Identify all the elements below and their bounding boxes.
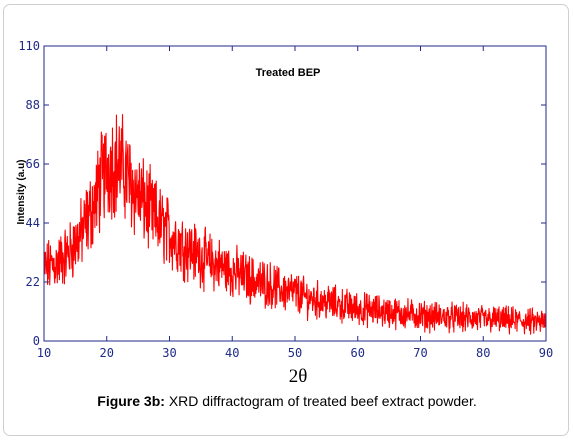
xrd-chart: 10 20 30 40 50 60 70 80 90 0 22 44 66 88 110 Treated B… xyxy=(16,39,553,387)
axes: 10 20 30 40 50 60 70 80 90 0 22 44 66 88 110 xyxy=(18,39,553,360)
plot-area xyxy=(43,114,547,335)
x-tick-label: 70 xyxy=(413,346,427,360)
y-tick-label: 88 xyxy=(26,98,40,112)
figure-frame xyxy=(3,4,569,436)
y-tick-label: 66 xyxy=(26,157,40,171)
x-tick-label: 50 xyxy=(288,346,302,360)
x-tick-label: 90 xyxy=(539,346,553,360)
caption-text: XRD diffractogram of treated beef extrac… xyxy=(164,393,477,409)
caption-label: Figure 3b: xyxy=(97,393,165,409)
plot-frame xyxy=(43,45,547,342)
x-tick-label: 20 xyxy=(100,346,114,360)
x-tick-label: 40 xyxy=(225,346,239,360)
x-axis-label: 2θ xyxy=(289,366,308,387)
y-tick-label: 110 xyxy=(18,39,40,53)
y-axis-label: Intensity (a.u) xyxy=(16,159,27,224)
xrd-series-line xyxy=(43,114,547,335)
x-tick-label: 10 xyxy=(37,346,51,360)
y-tick-label: 44 xyxy=(26,216,40,230)
figure-caption: Figure 3b: XRD diffractogram of treated … xyxy=(0,393,574,409)
x-tick-label: 80 xyxy=(476,346,490,360)
chart-title: Treated BEP xyxy=(256,67,321,79)
x-tick-label: 30 xyxy=(162,346,176,360)
y-tick-label: 22 xyxy=(26,275,40,289)
y-tick-label: 0 xyxy=(33,334,40,348)
x-tick-label: 60 xyxy=(351,346,365,360)
